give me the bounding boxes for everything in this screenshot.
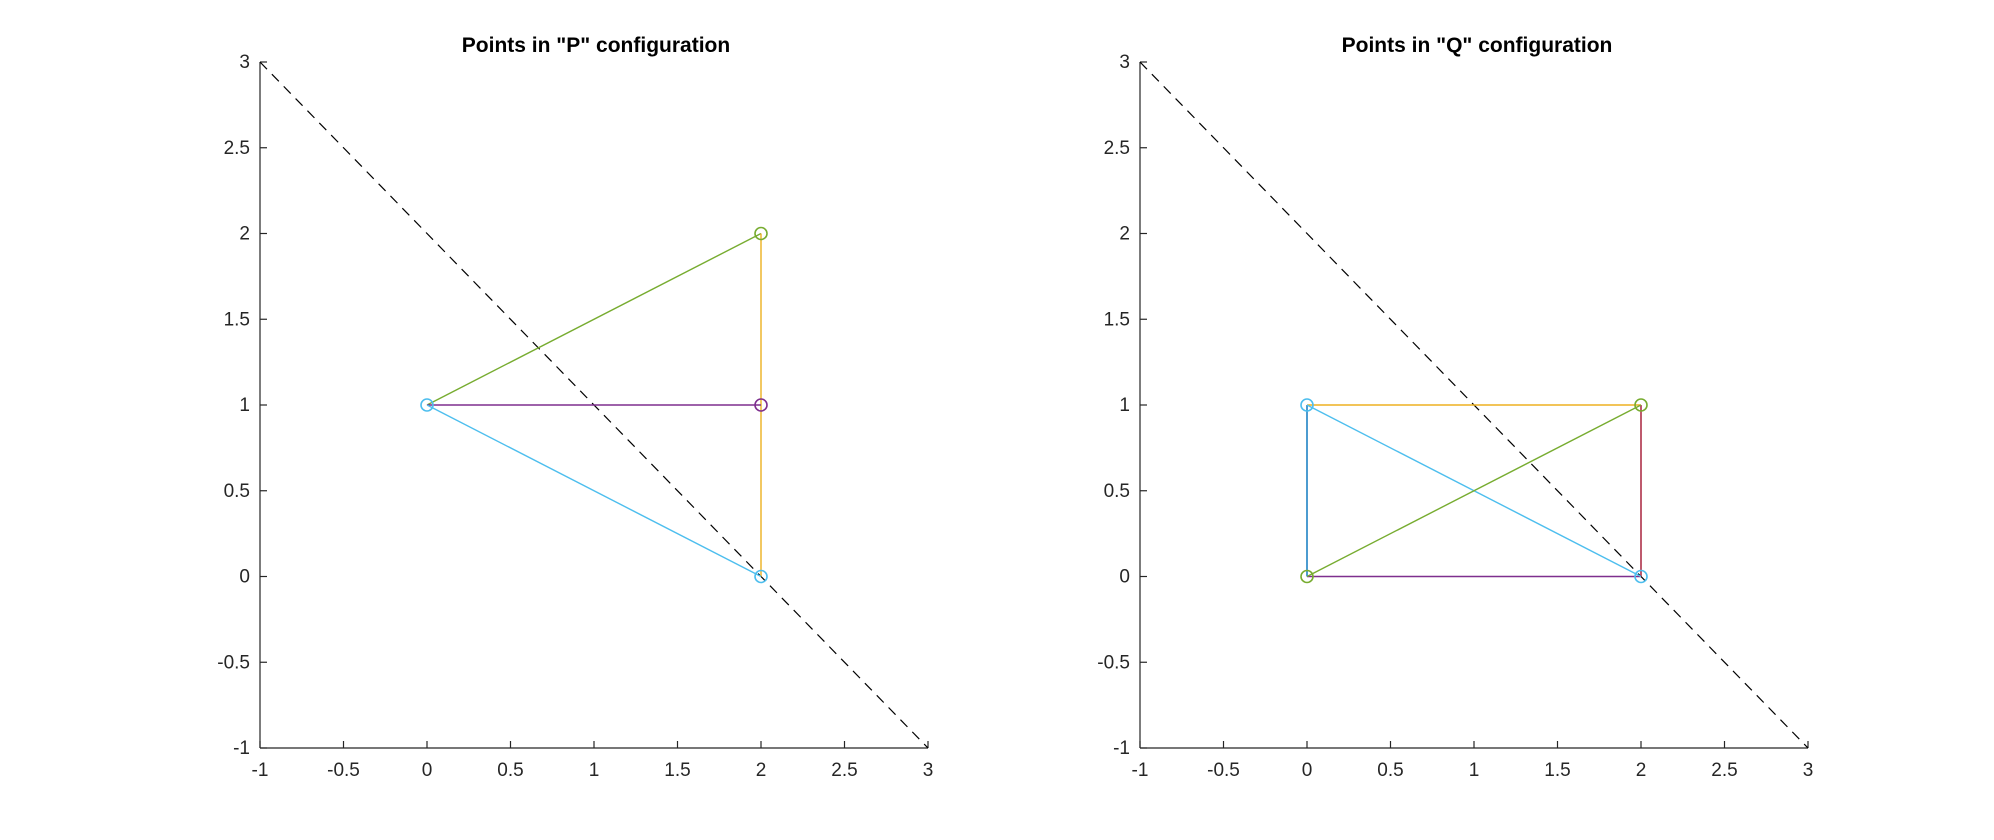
y-tick-label: 0.5: [1104, 481, 1130, 502]
data-point-marker: [1634, 398, 1648, 412]
chart-panel-q: Points in "Q" configuration -1 -0.5 0 0.5 1 1…: [1097, 34, 1813, 781]
x-tick-label: -1: [252, 760, 269, 781]
y-tick-label: 2.5: [224, 138, 250, 159]
data-point-marker: [754, 398, 768, 412]
y-tick-label: 2.5: [1104, 138, 1130, 159]
y-tick-label: -0.5: [217, 652, 250, 673]
y-tick-label: 1: [239, 395, 250, 416]
x-tick-label: 0: [1302, 760, 1313, 781]
y-tick-label: 2: [239, 224, 250, 245]
y-tick-label: 2: [1119, 224, 1130, 245]
series-segment: [426, 232, 762, 406]
data-point-marker: [1300, 569, 1314, 584]
x-tick-label: 3: [923, 760, 934, 781]
x-tick-label: 2: [756, 760, 767, 781]
x-tick-label: 0.5: [1377, 760, 1403, 781]
y-tick-label: 3: [1119, 52, 1130, 73]
series-segment: [1306, 404, 1642, 578]
x-tick-label: -1: [1132, 760, 1149, 781]
series-segment: [426, 404, 762, 578]
x-tick-label: 3: [1803, 760, 1814, 781]
y-tick-label: -1: [233, 738, 250, 759]
y-tick-label: 1.5: [1104, 309, 1130, 330]
y-tick-label: 0.5: [224, 481, 250, 502]
x-tick-label: -0.5: [1207, 760, 1240, 781]
y-tick-label: 1.5: [224, 309, 250, 330]
chart-title: Points in "P" configuration: [462, 34, 730, 57]
x-tick-label: 2.5: [831, 760, 857, 781]
data-point-marker: [754, 226, 768, 241]
y-tick-label: 3: [239, 52, 250, 73]
x-tick-label: 2.5: [1711, 760, 1737, 781]
y-tick-label: -0.5: [1097, 652, 1130, 673]
data-point-marker: [1300, 398, 1314, 412]
data-point-marker: [1634, 569, 1648, 584]
x-tick-label: 1.5: [1544, 760, 1570, 781]
y-tick-label: -1: [1113, 738, 1130, 759]
data-point-marker: [754, 569, 768, 584]
y-tick-label: 1: [1119, 395, 1130, 416]
data-point-marker: [420, 398, 434, 412]
x-tick-label: 1: [1469, 760, 1480, 781]
x-tick-label: 2: [1636, 760, 1647, 781]
x-tick-label: 1: [589, 760, 600, 781]
x-tick-label: -0.5: [327, 760, 360, 781]
y-tick-label: 0: [1119, 567, 1130, 588]
x-tick-label: 1.5: [664, 760, 690, 781]
chart-panel-p: Points in "P" configuration -1 -0.5 0 0.5 1 1…: [217, 34, 933, 781]
x-tick-label: 0: [422, 760, 433, 781]
x-tick-label: 0.5: [497, 760, 523, 781]
chart-title: Points in "Q" configuration: [1342, 34, 1613, 57]
y-tick-label: 0: [239, 567, 250, 588]
